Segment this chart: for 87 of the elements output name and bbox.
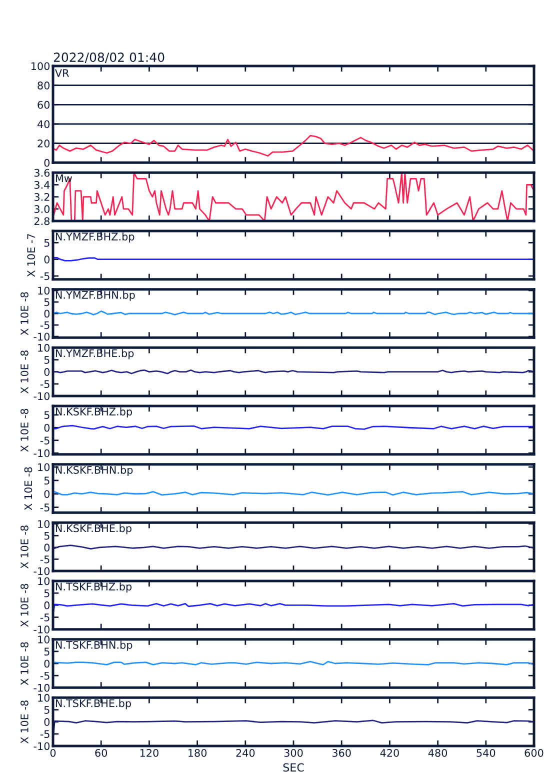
y-axis-title: X 10E -8 [20,350,28,394]
y-tick-label: -10 [34,684,50,692]
y-tick-label: 5 [44,648,50,656]
y-tick-label: 0 [44,660,50,668]
y-axis-title: X 10E -7 [27,234,36,277]
y-tick-label: 60 [38,100,50,109]
x-tick-label: 540 [476,748,496,757]
x-tick-label: 360 [332,748,351,757]
y-tick-label: -5 [40,272,50,280]
y-tick-label: 100 [31,62,50,70]
x-axis-title: SEC [283,763,304,772]
x-tick-label: 300 [284,748,303,757]
y-tick-label: 5 [44,239,50,247]
x-tick-label: 420 [380,748,399,757]
y-tick-label: 0 [44,424,50,432]
y-tick-label: 3.2 [34,193,50,201]
y-tick-label: 10 [38,463,50,472]
y-tick-label: 0 [44,490,50,498]
y-tick-label: 10 [38,636,50,644]
y-tick-label: 2.8 [34,217,50,226]
y-tick-label: 5 [44,532,50,540]
y-tick-label: -5 [40,321,50,330]
y-axis-title: X 10E -8 [20,642,28,686]
annotation: N.TSKF.BHN.bp [56,640,132,651]
y-axis-title: X 10E -8 [20,408,28,452]
y-tick-label: 0 [44,601,50,610]
y-tick-label: 0 [44,718,50,726]
y-axis-title: X 10E -8 [20,584,28,627]
y-tick-label: -10 [34,742,50,750]
y-tick-label: 80 [38,82,50,90]
y-tick-label: 0 [44,310,50,318]
y-tick-label: -5 [40,380,50,388]
y-tick-label: -5 [40,614,50,622]
y-axis-title: X 10E -8 [20,292,28,336]
y-tick-label: 3.0 [34,205,50,214]
y-tick-label: -5 [40,436,50,444]
x-tick-label: 120 [140,748,158,757]
annotation: N.YMZF.BHE.bp [56,349,134,360]
line-series [53,134,534,157]
y-tick-label: 3.4 [34,180,50,189]
y-axis-title: X 10E -8 [20,700,28,744]
x-tick-label: 0 [50,748,56,757]
x-tick-label: 180 [188,748,207,757]
x-tick-label: 240 [236,748,255,757]
y-tick-label: 5 [44,356,50,364]
y-tick-label: 5 [44,298,50,306]
y-tick-label: 10 [38,694,50,702]
y-tick-label: -10 [34,449,50,458]
y-tick-label: 0 [44,544,50,552]
annotation: VR [55,69,69,77]
y-axis-title: X 10E -8 [24,467,32,510]
y-tick-label: 10 [38,577,50,586]
annotation: N.KSKF.BHE.bp [56,524,132,534]
y-tick-label: -10 [34,332,50,341]
annotation: Mw [56,174,72,182]
y-tick-label: 40 [37,120,50,128]
y-tick-label: -10 [34,567,50,576]
y-tick-label: 20 [38,140,50,148]
line-series [53,172,534,221]
y-tick-label: 10 [38,286,50,295]
chart-title: 2022/08/02 01:40 [54,52,164,63]
y-tick-label: -5 [40,730,50,738]
y-tick-label: 5 [44,476,50,485]
annotation: N.TSKF.BHZ.bp [56,582,132,593]
y-tick-label: 10 [38,520,50,528]
y-tick-label: -5 [40,556,50,564]
x-tick-label: 480 [428,748,448,757]
y-tick-label: -10 [34,626,50,634]
y-tick-label: 5 [44,589,50,598]
y-tick-label: 3.6 [34,168,50,177]
y-tick-label: 0 [44,158,50,167]
annotation: N.KSKF.BHZ.bp [56,407,132,418]
y-tick-label: 0 [44,256,50,264]
annotation: N.YMZF.BHN.bp [56,290,135,301]
y-tick-label: 0 [44,368,50,376]
x-tick-label: 600 [524,748,544,757]
y-tick-label: -5 [40,504,50,512]
annotation: N.TSKF.BHE.bp [56,699,131,710]
x-tick-label: 60 [95,748,108,757]
y-tick-label: 5 [44,411,50,420]
y-axis-title: X 10E -8 [20,526,28,569]
y-tick-label: 10 [38,344,50,352]
annotation: N.KSKF.BHN.bp [56,466,133,476]
y-tick-label: -10 [34,392,50,400]
annotation: N.YMZF.BHZ.bp [56,232,134,243]
y-tick-label: 5 [44,706,50,714]
y-tick-label: -5 [40,672,50,680]
